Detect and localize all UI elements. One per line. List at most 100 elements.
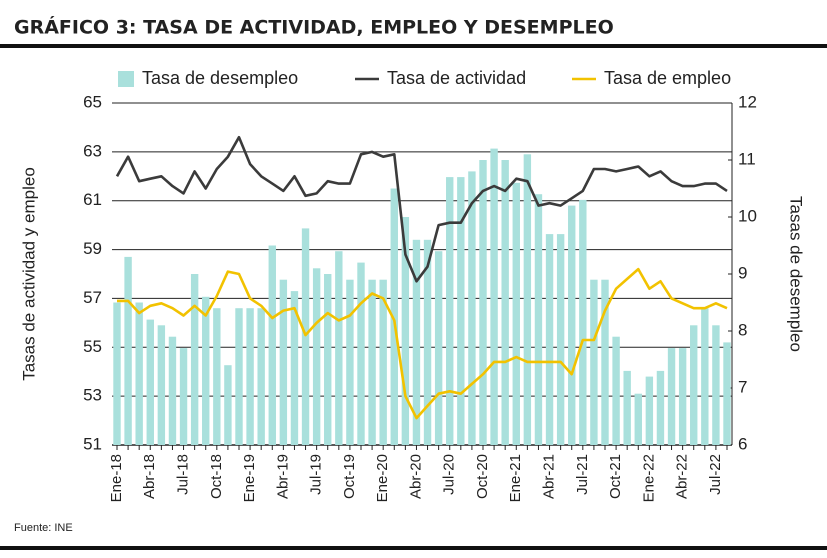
bar <box>379 279 387 445</box>
bar <box>623 370 631 445</box>
bar <box>279 279 288 445</box>
y-tick-label: 65 <box>83 92 102 111</box>
bar <box>678 348 687 445</box>
bar <box>268 245 276 445</box>
bar <box>645 376 654 445</box>
line <box>115 135 728 283</box>
y2-tick-label: 12 <box>738 92 757 111</box>
x-tick-label: Jul-19 <box>308 454 325 495</box>
source: Fuente: INE <box>14 522 73 534</box>
y2-axis-title: Tasas de desempleo <box>787 196 806 352</box>
y2-tick-label: 7 <box>738 377 747 396</box>
x-tick-label: Abr-19 <box>274 454 291 499</box>
bar <box>346 279 354 445</box>
bar <box>501 160 509 445</box>
bar <box>457 177 465 445</box>
bar <box>324 274 332 445</box>
y2-tick-label: 6 <box>738 434 747 453</box>
x-tick-label: Abr-21 <box>541 454 558 499</box>
y2-tick-label: 10 <box>738 206 757 225</box>
y-tick-label: 51 <box>83 434 102 453</box>
bar <box>412 239 421 445</box>
legend-label: Tasa de empleo <box>604 68 731 88</box>
bar <box>667 348 676 445</box>
line <box>117 267 728 420</box>
bar <box>124 256 132 445</box>
x-tick-label: Ene-21 <box>507 454 524 502</box>
x-tick-label: Oct-21 <box>607 454 624 499</box>
bar <box>701 308 709 445</box>
bar <box>246 308 254 445</box>
bar <box>213 308 221 445</box>
bar <box>579 199 587 445</box>
bar <box>601 279 609 445</box>
bar <box>712 325 720 445</box>
bar <box>523 154 532 446</box>
title-rule <box>0 44 827 48</box>
bar <box>224 365 232 445</box>
legend-swatch <box>118 71 134 87</box>
bar <box>479 160 487 445</box>
bar <box>335 251 343 445</box>
bar <box>690 325 698 445</box>
bottom-rule <box>0 546 827 550</box>
bar <box>534 194 543 445</box>
bar <box>312 268 321 445</box>
bar <box>612 336 620 445</box>
legend-label: Tasa de actividad <box>387 68 526 88</box>
x-tick-label: Oct-20 <box>474 454 491 499</box>
x-tick-label: Jul-18 <box>175 454 192 495</box>
bar <box>634 393 642 445</box>
bar <box>357 262 365 445</box>
bar <box>723 342 731 445</box>
x-tick-label: Abr-20 <box>407 454 424 499</box>
y2-tick-label: 9 <box>738 263 747 282</box>
x-tick-label: Jul-21 <box>574 454 591 495</box>
bar <box>135 302 143 445</box>
x-tick-label: Oct-18 <box>208 454 225 499</box>
y-axis-title: Tasas de actividad y empleo <box>19 167 38 381</box>
bar <box>179 348 188 445</box>
bar <box>490 148 498 445</box>
bar <box>590 279 598 445</box>
bar <box>446 177 454 445</box>
x-tick-label: Abr-18 <box>141 454 158 499</box>
bar <box>301 228 310 445</box>
bar <box>390 188 398 445</box>
x-tick-label: Ene-19 <box>241 454 258 502</box>
bar <box>202 296 210 445</box>
bar <box>423 239 432 445</box>
x-tick-label: Ene-22 <box>640 454 657 502</box>
y2-tick-label: 8 <box>738 320 747 339</box>
bar <box>568 205 576 445</box>
bar <box>434 251 443 445</box>
legend-label: Tasa de desempleo <box>142 68 298 88</box>
bar <box>512 182 520 446</box>
bar <box>257 308 265 445</box>
bar <box>190 274 199 445</box>
y-tick-label: 61 <box>83 190 102 209</box>
bar <box>168 336 177 445</box>
x-tick-label: Jul-20 <box>441 454 458 495</box>
y-tick-label: 63 <box>83 141 102 160</box>
bar <box>468 171 476 445</box>
bar <box>290 291 299 445</box>
y-tick-label: 55 <box>83 337 102 356</box>
x-tick-label: Jul-22 <box>707 454 724 495</box>
bar <box>656 370 665 445</box>
bar <box>545 234 554 445</box>
chart-title: GRÁFICO 3: TASA DE ACTIVIDAD, EMPLEO Y D… <box>14 16 614 39</box>
bar <box>113 302 121 445</box>
x-tick-label: Ene-18 <box>108 454 125 502</box>
bar <box>556 234 565 445</box>
y2-tick-label: 11 <box>738 149 756 168</box>
bar <box>401 217 410 445</box>
x-tick-label: Abr-22 <box>674 454 691 499</box>
bar <box>157 325 166 445</box>
y-tick-label: 57 <box>83 288 102 307</box>
y-tick-label: 53 <box>83 386 102 405</box>
x-tick-label: Oct-19 <box>341 454 358 499</box>
bar <box>368 279 376 445</box>
